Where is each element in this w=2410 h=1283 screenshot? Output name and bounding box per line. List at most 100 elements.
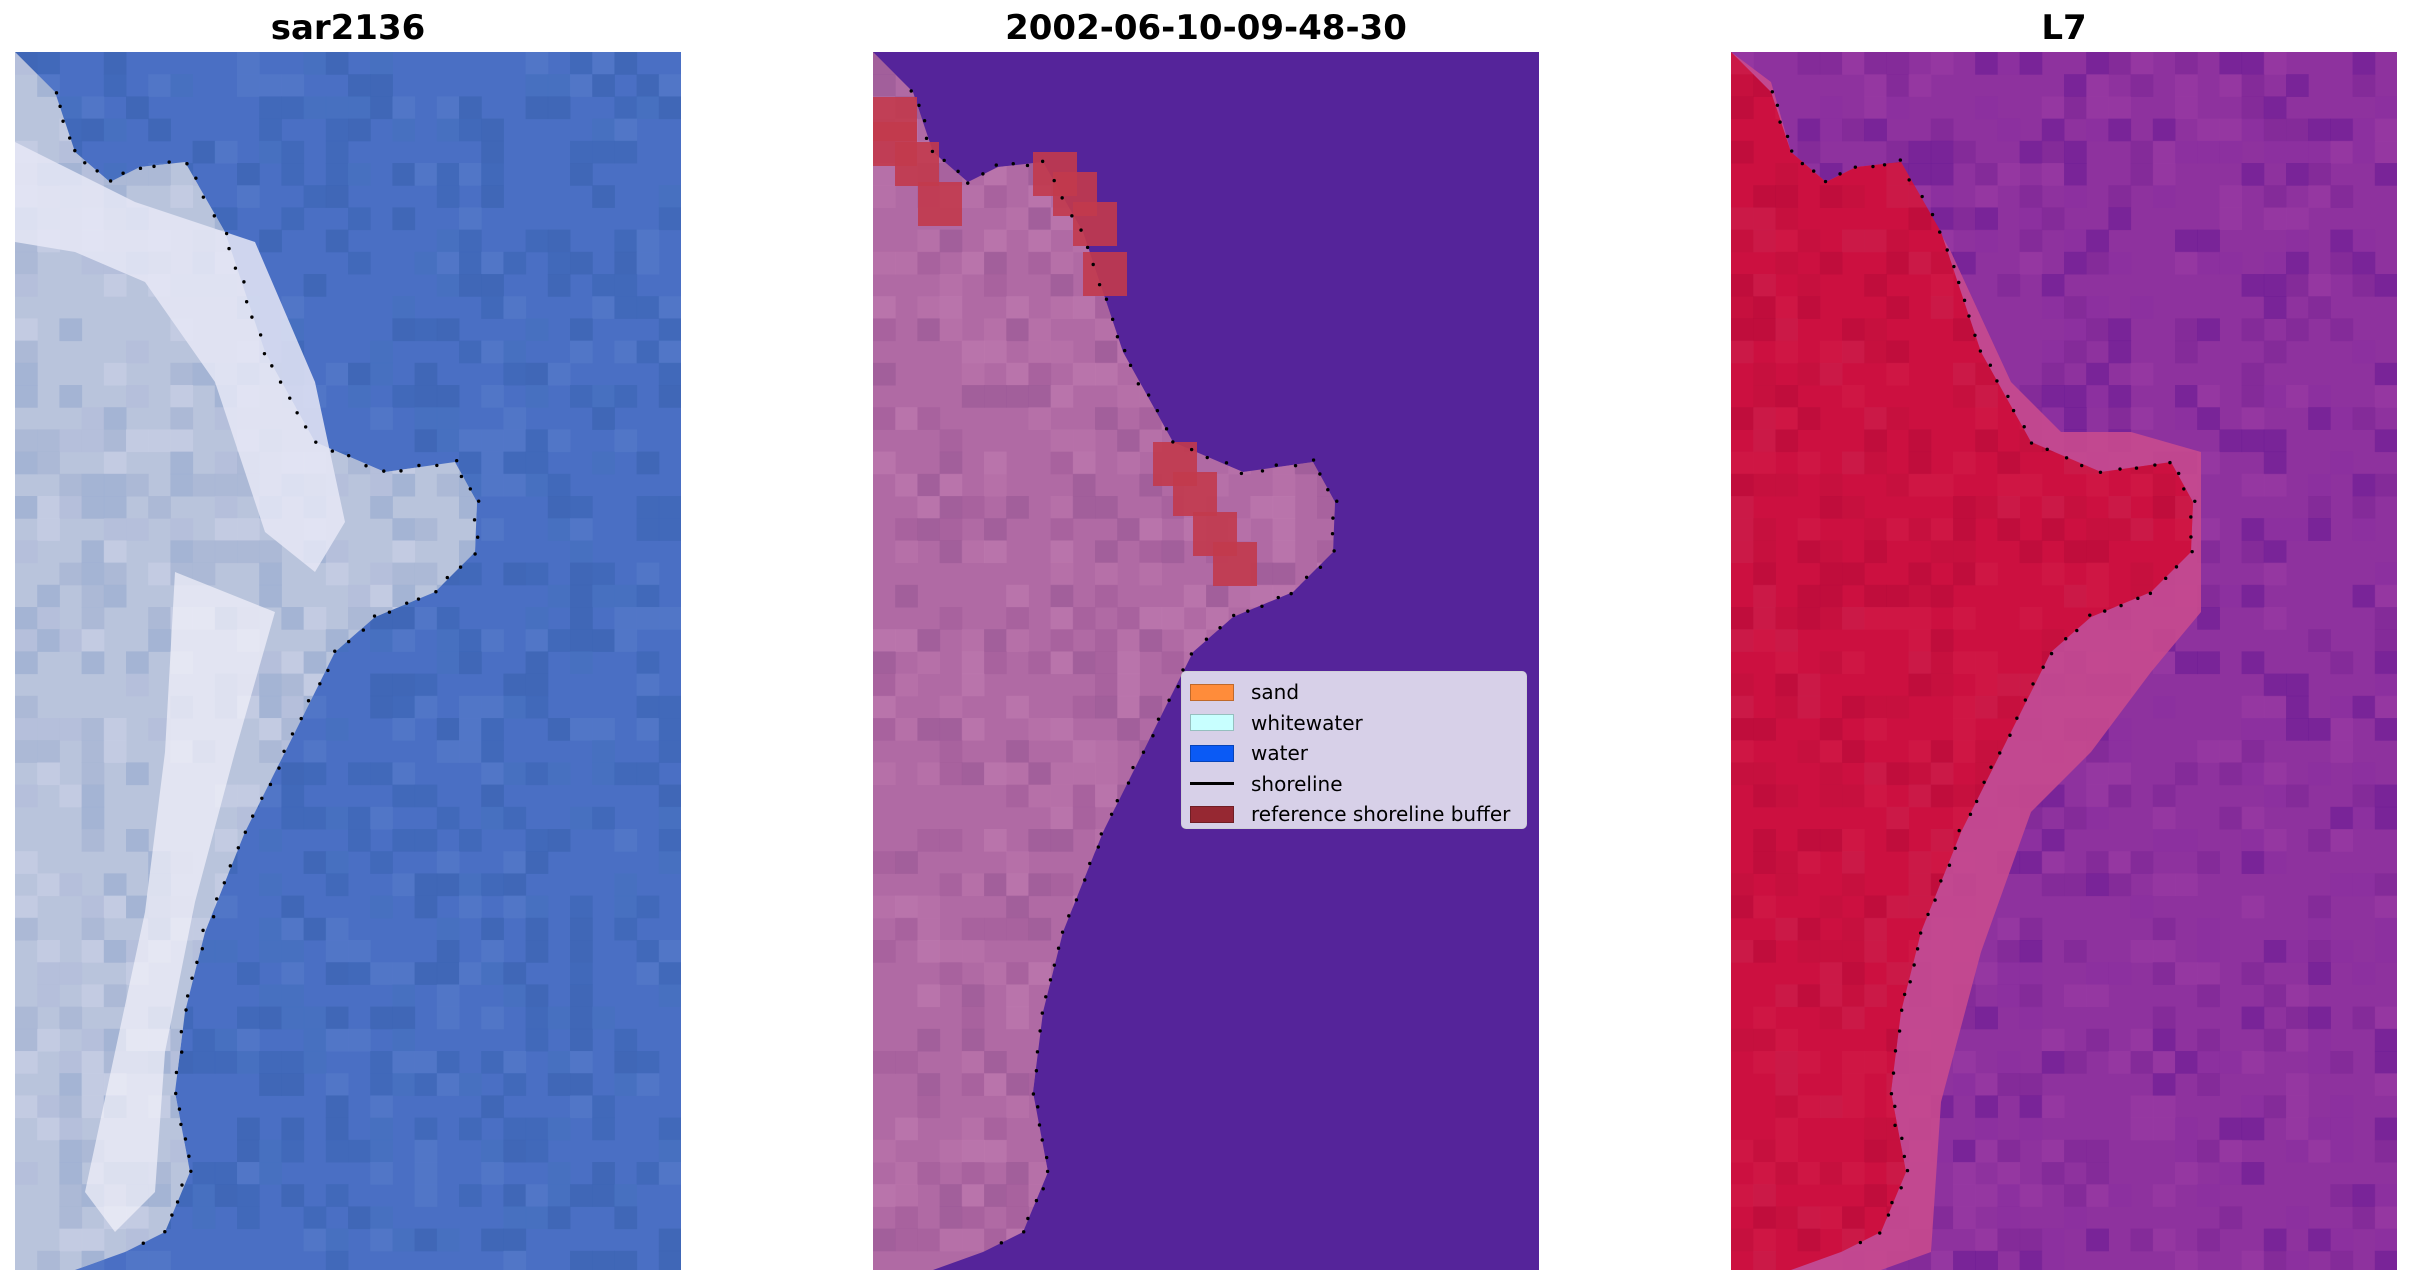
pixel <box>658 96 681 120</box>
pixel <box>2152 1184 2176 1207</box>
panel-title-index: L7 <box>2041 8 2087 48</box>
pixel <box>2219 52 2243 75</box>
pixel <box>1819 1206 1843 1230</box>
shoreline-point <box>1224 461 1229 465</box>
pixel <box>481 429 504 453</box>
pixel <box>1731 140 1754 164</box>
pixel <box>392 762 416 786</box>
pixel <box>370 1006 393 1030</box>
shoreline-point <box>1110 317 1115 322</box>
pixel <box>2308 518 2331 541</box>
pixel <box>873 940 896 963</box>
pixel <box>2352 518 2376 541</box>
pixel <box>370 1073 393 1096</box>
pixel <box>2108 784 2132 808</box>
pixel <box>1797 607 1821 630</box>
pixel <box>917 762 941 786</box>
pixel <box>1975 496 1998 519</box>
pixel <box>392 695 416 719</box>
pixel <box>895 1228 918 1252</box>
pixel <box>214 895 238 919</box>
panel-title-classification: 2002-06-10-09-48-30 <box>1005 8 1407 48</box>
pixel <box>917 917 941 941</box>
pixel <box>259 651 282 675</box>
pixel <box>170 540 194 564</box>
pixel <box>392 984 416 1008</box>
pixel <box>1006 1073 1029 1096</box>
pixel <box>2041 1250 2065 1270</box>
shoreline-point <box>278 380 283 384</box>
pixel <box>1908 607 1932 630</box>
pixel <box>2041 496 2065 519</box>
pixel <box>2108 518 2132 541</box>
pixel <box>614 1051 638 1074</box>
pixel <box>2263 829 2287 852</box>
pixel <box>1775 251 1799 275</box>
pixel <box>259 1006 282 1030</box>
pixel <box>436 629 460 652</box>
pixel <box>1006 629 1029 652</box>
pixel <box>325 873 349 897</box>
shoreline-point <box>399 469 403 473</box>
pixel <box>1953 1206 1976 1230</box>
shoreline-point <box>1318 565 1323 570</box>
pixel <box>1272 562 1296 586</box>
pixel <box>1953 562 1976 586</box>
pixel <box>2374 1073 2397 1096</box>
pixel <box>614 829 638 852</box>
pixel <box>481 274 504 297</box>
pixel <box>392 1006 416 1030</box>
pixel <box>481 1162 504 1185</box>
pixel <box>2175 762 2198 786</box>
pixel <box>1072 740 1096 763</box>
pixel <box>939 695 963 719</box>
shoreline-point <box>1041 1187 1045 1191</box>
pixel <box>2330 806 2354 830</box>
pixel <box>636 340 660 364</box>
pixel <box>192 1028 216 1052</box>
pixel <box>1953 784 1976 808</box>
pixel <box>658 496 681 519</box>
pixel <box>1930 473 1954 497</box>
pixel <box>1797 1228 1821 1252</box>
pixel <box>1864 718 1887 741</box>
pixel <box>1953 651 1976 675</box>
pixel <box>2130 895 2154 919</box>
pixel <box>503 673 527 697</box>
pixel <box>1975 651 1998 675</box>
pixel <box>1886 607 1910 630</box>
pixel <box>939 740 963 763</box>
legend: sand whitewater water shoreline referenc… <box>1181 671 1527 829</box>
pixel <box>570 1250 593 1270</box>
pixel <box>917 296 941 319</box>
pixel <box>873 362 896 386</box>
pixel <box>984 762 1007 786</box>
pixel <box>392 163 416 186</box>
pixel <box>1072 651 1096 675</box>
shoreline-point <box>1978 349 1983 353</box>
pixel <box>1050 584 1074 608</box>
shoreline-point <box>966 181 970 185</box>
pixel <box>658 185 681 208</box>
pixel <box>436 962 460 985</box>
shoreline-point <box>242 280 246 284</box>
pixel <box>2286 74 2309 97</box>
pixel <box>370 962 393 985</box>
pixel <box>2019 1117 2043 1141</box>
pixel <box>1731 895 1754 919</box>
pixel <box>614 917 638 941</box>
pixel <box>2308 762 2331 786</box>
pixel <box>281 163 305 186</box>
pixel <box>1819 895 1843 919</box>
pixel <box>1006 784 1029 808</box>
pixel <box>2241 895 2265 919</box>
pixel <box>525 607 549 630</box>
pixel <box>126 673 149 697</box>
pixel <box>436 851 460 874</box>
pixel <box>2352 873 2376 897</box>
pixel <box>1886 163 1910 186</box>
pixel <box>636 1051 660 1074</box>
pixel <box>370 96 393 120</box>
shoreline-point <box>1893 1049 1898 1053</box>
pixel <box>459 740 482 763</box>
